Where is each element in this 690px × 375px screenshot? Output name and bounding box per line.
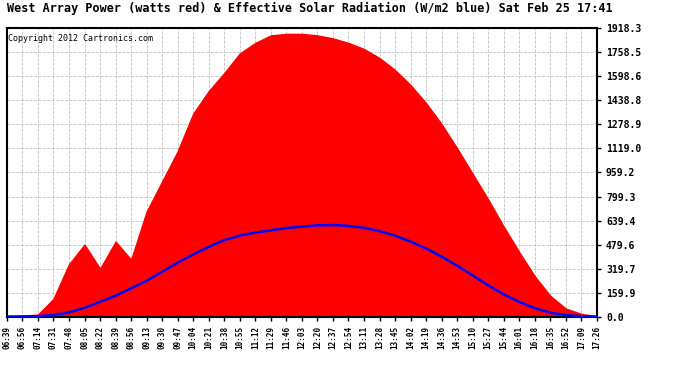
Text: West Array Power (watts red) & Effective Solar Radiation (W/m2 blue) Sat Feb 25 : West Array Power (watts red) & Effective… xyxy=(7,2,613,15)
Text: Copyright 2012 Cartronics.com: Copyright 2012 Cartronics.com xyxy=(8,34,153,43)
